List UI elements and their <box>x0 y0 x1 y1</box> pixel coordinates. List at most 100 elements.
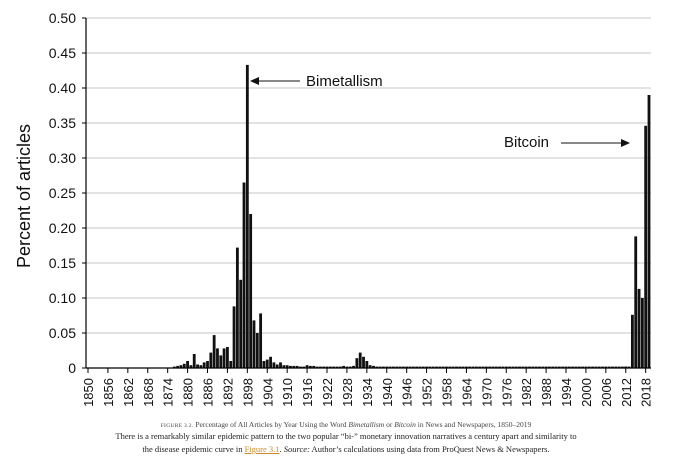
bar-bimetallism-1961 <box>455 366 458 368</box>
bar-bimetallism-1883 <box>196 364 199 368</box>
bar-bimetallism-1963 <box>461 366 465 368</box>
bar-bimetallism-1920 <box>318 366 322 368</box>
bar-bimetallism-1919 <box>315 366 319 368</box>
bar-bimetallism-2008 <box>611 366 614 368</box>
x-tick-label: 1982 <box>519 378 534 407</box>
bar-bimetallism-1876 <box>172 366 176 368</box>
annotation-bitcoin: Bitcoin <box>504 134 549 151</box>
x-tick-label: 1886 <box>201 378 216 407</box>
y-tick-label: 0.25 <box>49 185 76 201</box>
y-tick-label: 0.50 <box>49 10 76 26</box>
figure-3-1-link[interactable]: Figure 3.1 <box>244 444 280 454</box>
bar-bimetallism-1911 <box>289 365 292 368</box>
bar-bimetallism-1970 <box>484 366 488 368</box>
bar-bimetallism-1913 <box>295 365 299 368</box>
y-tick-label: 0.30 <box>49 150 76 166</box>
bar-bimetallism-1942 <box>391 366 395 368</box>
bar-bimetallism-1978 <box>511 366 515 368</box>
bar-bimetallism-1949 <box>415 366 419 368</box>
bar-bimetallism-1945 <box>401 366 405 368</box>
bar-bimetallism-1934 <box>365 361 369 368</box>
y-axis-label: Percent of articles <box>14 124 34 268</box>
bar-bimetallism-1984 <box>531 366 535 368</box>
bar-bimetallism-1882 <box>192 354 196 368</box>
y-tick-label: 0.10 <box>49 290 76 306</box>
bar-bimetallism-1989 <box>548 366 551 368</box>
arrow-bimetallism-head <box>250 77 259 85</box>
bar-bimetallism-1902 <box>259 313 263 368</box>
caption-line-2c: Author’s calculations using data from Pr… <box>309 444 550 454</box>
bar-bimetallism-1964 <box>465 366 468 368</box>
x-tick-label: 1916 <box>300 378 315 407</box>
bar-bimetallism-1988 <box>544 366 548 368</box>
bar-bimetallism-1927 <box>342 365 346 368</box>
y-tick-label: 0.20 <box>49 220 76 236</box>
bar-bimetallism-1994 <box>564 366 568 368</box>
bar-bimetallism-1968 <box>478 366 482 368</box>
bar-bimetallism-1891 <box>222 348 226 368</box>
bar-bimetallism-1999 <box>581 366 585 368</box>
bar-bimetallism-1906 <box>272 362 276 368</box>
x-tick-label: 1922 <box>320 378 335 407</box>
figure-word-2: Bitcoin <box>394 420 416 429</box>
bar-bimetallism-1900 <box>252 320 256 368</box>
bar-bimetallism-1878 <box>179 365 183 368</box>
bar-bimetallism-1908 <box>279 362 282 368</box>
bar-bimetallism-1947 <box>408 366 412 368</box>
bar-bimetallism-1923 <box>328 366 332 368</box>
bar-bimetallism-1918 <box>312 365 316 368</box>
bar-bimetallism-1950 <box>418 366 422 368</box>
x-tick-label: 2006 <box>599 378 614 407</box>
bar-bimetallism-2009 <box>614 366 618 368</box>
bar-bimetallism-1896 <box>239 279 243 368</box>
bar-bimetallism-1967 <box>474 366 478 368</box>
bar-bitcoin-2019 <box>647 95 651 368</box>
arrow-bitcoin-head <box>621 139 630 147</box>
bar-bimetallism-1929 <box>348 366 352 368</box>
x-tick-label: 1910 <box>280 378 295 407</box>
bar-bimetallism-1879 <box>182 363 186 368</box>
bar-bimetallism-1888 <box>212 335 216 368</box>
bar-bimetallism-2000 <box>584 366 588 368</box>
bar-bimetallism-1980 <box>518 366 521 368</box>
bar-bimetallism-1936 <box>372 365 375 368</box>
bar-bimetallism-1917 <box>308 365 312 368</box>
gridlines <box>86 17 651 334</box>
bar-bimetallism-2006 <box>604 366 608 368</box>
x-tick-label: 2018 <box>639 378 654 407</box>
figure-title-c: in News and Newspapers, 1850–2019 <box>415 420 532 429</box>
bar-bimetallism-1884 <box>199 365 203 368</box>
caption-line-2a: the disease epidemic curve in <box>142 444 245 454</box>
bar-bimetallism-1943 <box>395 366 399 368</box>
x-tick-label: 1850 <box>81 378 96 407</box>
bar-bimetallism-2004 <box>597 366 601 368</box>
y-tick-label: 0.05 <box>49 325 76 341</box>
bar-bimetallism-1893 <box>229 361 233 368</box>
bar-bimetallism-1916 <box>305 365 309 368</box>
bar-bimetallism-1969 <box>481 366 485 368</box>
bar-bimetallism-1941 <box>388 366 392 368</box>
y-ticks: 0 0.05 0.10 0.15 0.20 0.25 0.30 0.35 0.40 0.45 0.5… <box>49 10 86 376</box>
bar-bimetallism-1880 <box>186 361 189 368</box>
bar-bimetallism-1983 <box>528 366 531 368</box>
figure-title-b: or <box>384 420 395 429</box>
bar-bimetallism-1997 <box>574 366 578 368</box>
bar-bimetallism-1976 <box>504 366 508 368</box>
x-tick-label: 1976 <box>499 378 514 407</box>
x-tick-label: 1934 <box>360 378 375 407</box>
x-tick-label: 1874 <box>161 378 176 407</box>
bar-bimetallism-1904 <box>265 359 269 368</box>
x-tick-label: 1994 <box>559 378 574 407</box>
bar-bimetallism-1885 <box>202 362 206 368</box>
bar-bimetallism-1939 <box>382 366 385 368</box>
bar-bimetallism-1887 <box>209 352 213 368</box>
figure-title-a: Percentage of All Articles by Year Using… <box>193 420 349 429</box>
bar-bimetallism-1933 <box>362 356 365 368</box>
x-tick-label: 1928 <box>340 378 355 407</box>
figure-number: FIGURE 3.2. <box>160 423 194 429</box>
x-tick-label: 1940 <box>380 378 395 407</box>
annotations: Bimetallism Bitcoin <box>250 73 630 151</box>
caption-line-1: There is a remarkably similar epidemic p… <box>115 431 577 441</box>
bar-bimetallism-1898 <box>245 64 249 369</box>
bar-bimetallism-1899 <box>249 214 253 368</box>
